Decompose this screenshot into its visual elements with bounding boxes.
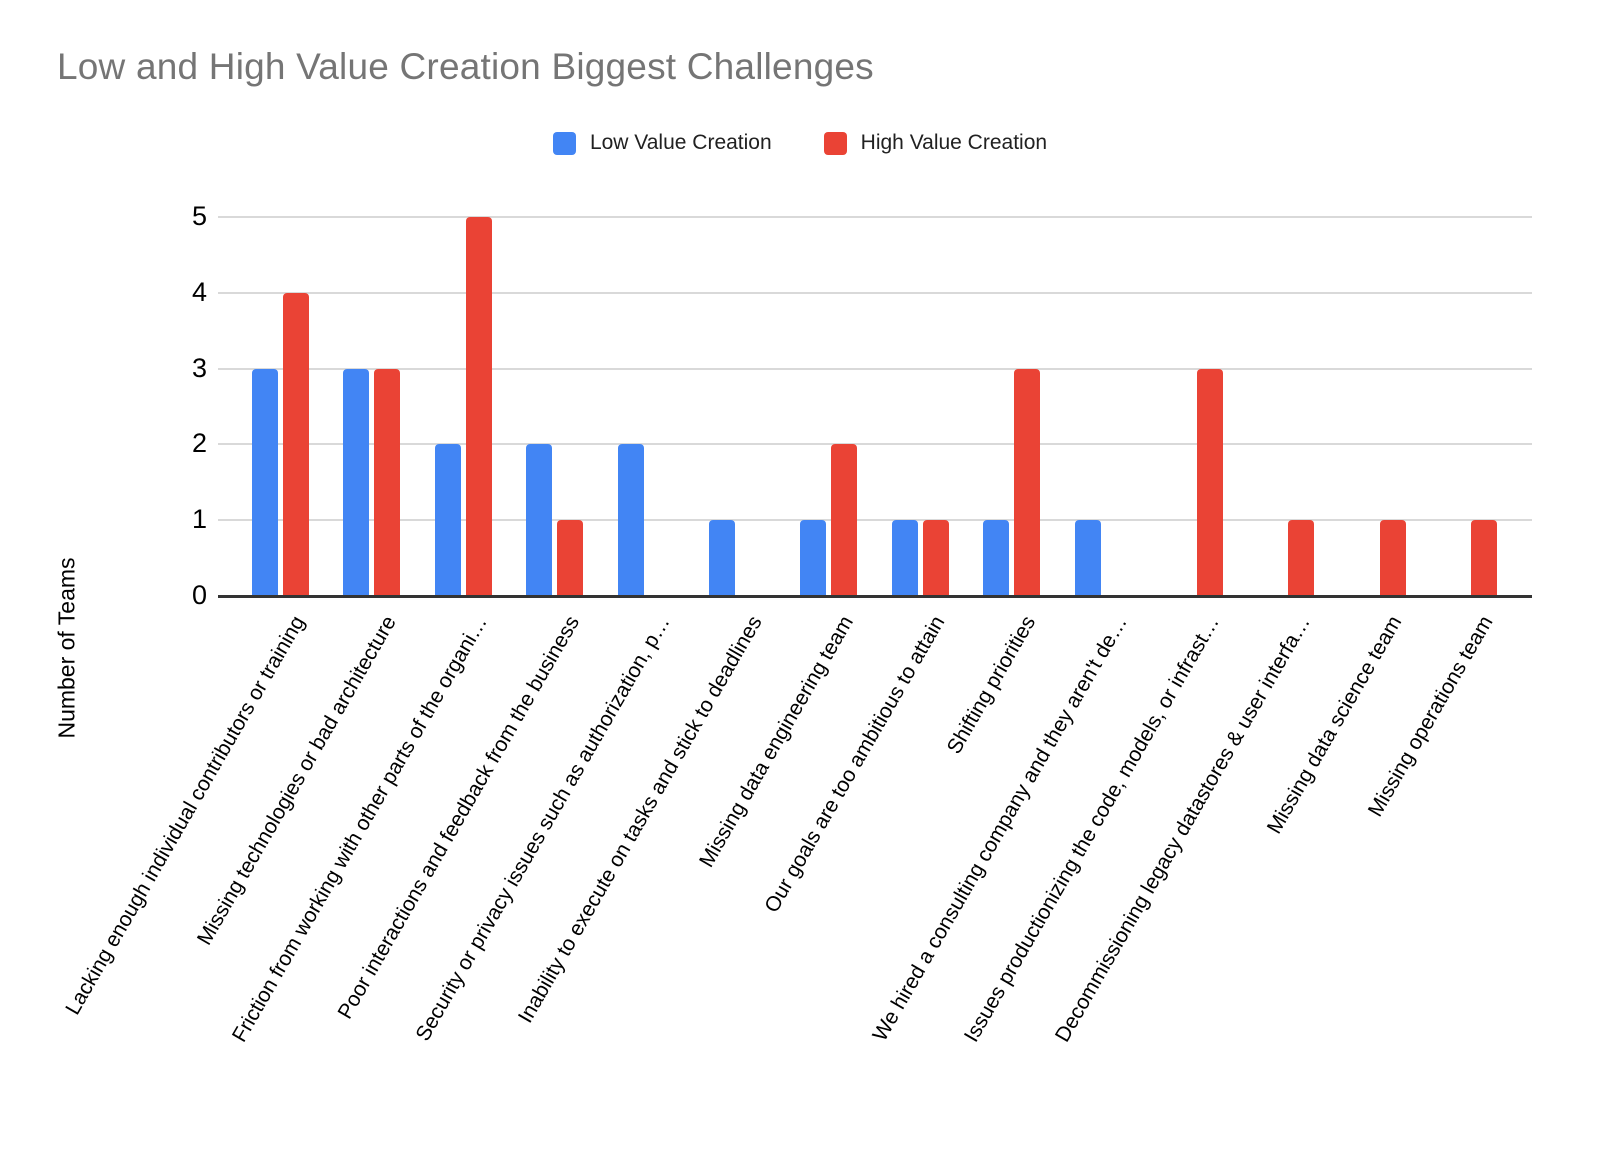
chart-title: Low and High Value Creation Biggest Chal…	[57, 46, 874, 87]
bar-low-value-creation	[891, 520, 918, 596]
bar-high-value-creation	[1197, 368, 1223, 596]
gridline	[218, 216, 1532, 218]
bar-low-value-creation	[1074, 520, 1101, 596]
x-axis-label: Missing data engineering team	[694, 612, 858, 872]
x-axis-line	[218, 595, 1532, 598]
bar-high-value-creation	[831, 444, 858, 596]
y-tick-label: 5	[191, 201, 207, 231]
bar-low-value-creation	[800, 520, 827, 596]
legend-label-high: High Value Creation	[860, 131, 1048, 154]
gridline	[218, 367, 1532, 370]
legend-item-high-value-creation: High Value Creation	[823, 131, 1048, 155]
bar-high-value-creation	[1471, 520, 1498, 596]
bar-low-value-creation	[983, 520, 1010, 596]
bar-high-value-creation	[557, 520, 584, 596]
bar-low-value-creation	[434, 444, 461, 596]
legend-label-low: Low Value Creation	[589, 131, 772, 154]
bar-low-value-creation	[252, 368, 278, 596]
bar-high-value-creation	[374, 368, 401, 596]
bar-low-value-creation	[526, 444, 553, 596]
bar-low-value-creation	[709, 520, 735, 596]
x-axis-label: Shifting priorities	[943, 612, 1041, 758]
bar-low-value-creation	[343, 368, 370, 596]
bar-high-value-creation	[1288, 520, 1315, 596]
gridline	[218, 291, 1532, 294]
gridline	[218, 443, 1532, 446]
x-axis-label: Our goals are too ambitious to attain	[760, 612, 950, 917]
y-tick-label: 2	[191, 428, 207, 459]
gridline	[218, 519, 1532, 522]
y-tick-label: 1	[191, 504, 207, 535]
bar-low-value-creation	[617, 444, 644, 596]
legend: Low Value Creation High Value Creation	[0, 131, 1600, 155]
bar-high-value-creation	[922, 520, 949, 596]
x-axis-label: Missing technologies or bad architecture	[192, 612, 401, 950]
y-tick-label: 0	[191, 580, 207, 610]
legend-item-low-value-creation: Low Value Creation	[552, 131, 772, 155]
legend-swatch-low-icon	[552, 131, 576, 155]
legend-swatch-high-icon	[823, 131, 847, 155]
bar-high-value-creation	[283, 292, 309, 596]
y-tick-label: 3	[191, 352, 207, 383]
y-tick-label: 4	[191, 276, 207, 307]
bar-high-value-creation	[465, 217, 492, 596]
bar-high-value-creation	[1014, 368, 1041, 596]
bar-high-value-creation	[1379, 520, 1406, 596]
